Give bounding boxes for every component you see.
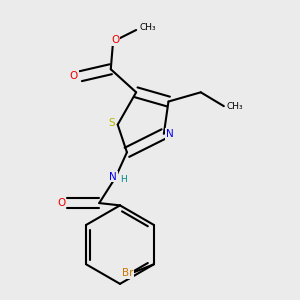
- Text: O: O: [70, 71, 78, 81]
- Text: N: N: [166, 129, 173, 139]
- Text: CH₃: CH₃: [226, 102, 243, 111]
- Text: CH₃: CH₃: [140, 23, 156, 32]
- Text: O: O: [57, 198, 65, 208]
- Text: N: N: [109, 172, 117, 182]
- Text: O: O: [111, 35, 119, 45]
- Text: S: S: [109, 118, 115, 128]
- Text: Br: Br: [122, 268, 133, 278]
- Text: H: H: [120, 176, 127, 184]
